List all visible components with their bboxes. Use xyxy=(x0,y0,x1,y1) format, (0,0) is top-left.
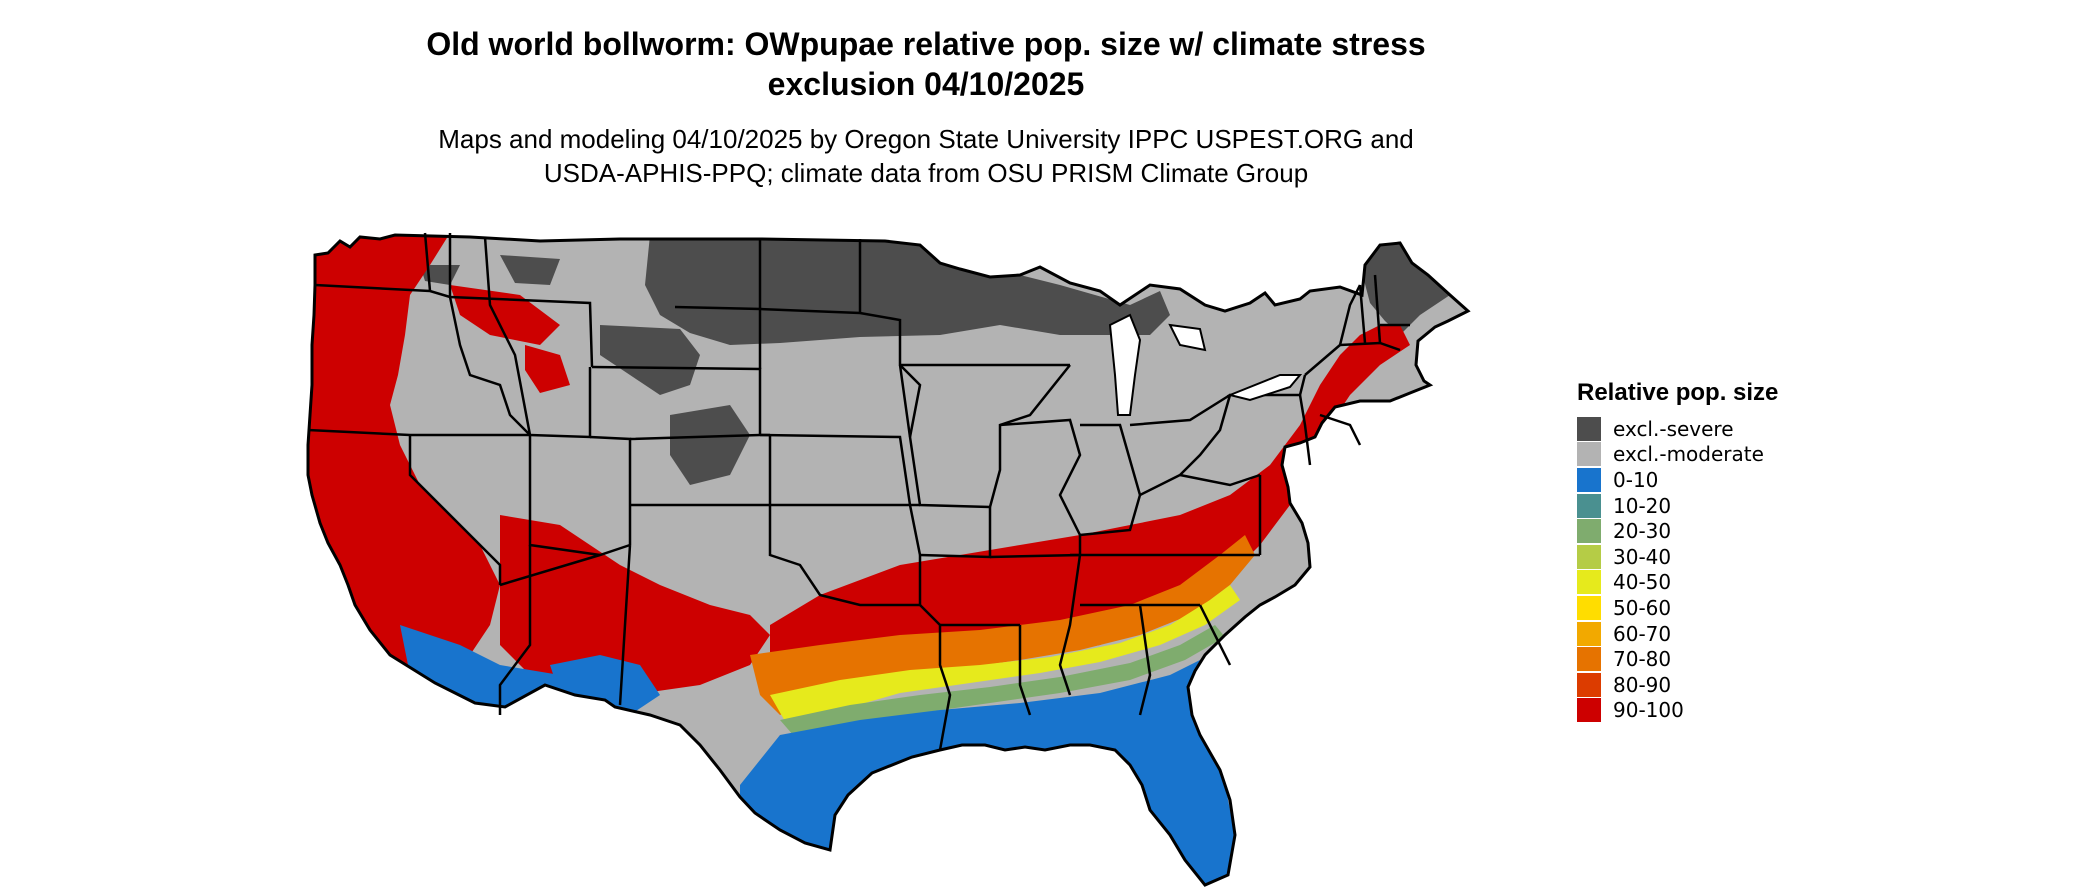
legend-swatch xyxy=(1577,544,1601,569)
legend-label: 10-20 xyxy=(1613,493,1672,518)
state-borders xyxy=(307,232,1410,751)
severe-colorado xyxy=(670,405,750,485)
legend-item: 70-80 xyxy=(1577,646,1778,672)
high-southwest xyxy=(500,515,770,695)
legend-label: excl.-moderate xyxy=(1613,442,1764,467)
legend-label: 60-70 xyxy=(1613,621,1672,646)
subtitle-line-2: USDA-APHIS-PPQ; climate data from OSU PR… xyxy=(543,158,1309,188)
legend-swatch xyxy=(1577,493,1601,518)
legend-swatch xyxy=(1577,442,1601,467)
legend-swatch xyxy=(1577,595,1601,620)
legend-item: 40-50 xyxy=(1577,570,1778,596)
legend-label: 20-30 xyxy=(1613,519,1672,544)
high-west xyxy=(308,235,500,695)
legend-item: 10-20 xyxy=(1577,493,1778,519)
legend-items: excl.-severe excl.-moderate 0-10 10-20 2… xyxy=(1577,416,1778,723)
legend-item: excl.-moderate xyxy=(1577,442,1778,468)
legend-label: 0-10 xyxy=(1613,467,1659,492)
legend-swatch xyxy=(1577,416,1601,441)
legend-swatch xyxy=(1577,570,1601,595)
legend-item: 80-90 xyxy=(1577,672,1778,698)
legend-item: 90-100 xyxy=(1577,698,1778,724)
high-south-band xyxy=(770,325,1410,705)
legend-title: Relative pop. size xyxy=(1577,379,1779,406)
severe-rockies xyxy=(600,325,700,395)
green-band xyxy=(780,625,1225,743)
legend-item: 60-70 xyxy=(1577,621,1778,647)
legend-item: 30-40 xyxy=(1577,544,1778,570)
legend-swatch xyxy=(1577,698,1601,723)
legend-swatch xyxy=(1577,621,1601,646)
map-subtitle: Maps and modeling 04/10/2025 by Oregon S… xyxy=(0,122,1852,190)
legend-swatch xyxy=(1577,672,1601,697)
severe-northeast xyxy=(1360,243,1450,335)
legend-item: 20-30 xyxy=(1577,518,1778,544)
legend-swatch xyxy=(1577,467,1601,492)
subtitle-line-1: Maps and modeling 04/10/2025 by Oregon S… xyxy=(438,124,1414,154)
great-lakes xyxy=(1108,313,1303,416)
legend-item: 0-10 xyxy=(1577,467,1778,493)
mid-gradient-band xyxy=(750,535,1255,715)
legend-swatch xyxy=(1577,647,1601,672)
legend-label: 80-90 xyxy=(1613,672,1672,697)
legend-item: 50-60 xyxy=(1577,595,1778,621)
yellow-band xyxy=(770,585,1240,730)
legend: Relative pop. size excl.-severe excl.-mo… xyxy=(1577,378,1778,723)
legend-label: 40-50 xyxy=(1613,570,1672,595)
title-line-2: exclusion 04/10/2025 xyxy=(767,66,1085,102)
severe-north xyxy=(645,235,1170,345)
high-inland-west xyxy=(450,285,570,393)
us-map xyxy=(306,232,1471,887)
us-outline xyxy=(306,233,1471,887)
legend-label: 50-60 xyxy=(1613,595,1672,620)
severe-northwest-patches xyxy=(420,255,560,285)
legend-label: 70-80 xyxy=(1613,647,1672,672)
legend-label: 90-100 xyxy=(1613,698,1684,723)
legend-swatch xyxy=(1577,519,1601,544)
legend-item: excl.-severe xyxy=(1577,416,1778,442)
map-title: Old world bollworm: OWpupae relative pop… xyxy=(0,24,1852,104)
title-line-1: Old world bollworm: OWpupae relative pop… xyxy=(426,26,1426,62)
legend-label: 30-40 xyxy=(1613,544,1672,569)
legend-label: excl.-severe xyxy=(1613,416,1734,441)
